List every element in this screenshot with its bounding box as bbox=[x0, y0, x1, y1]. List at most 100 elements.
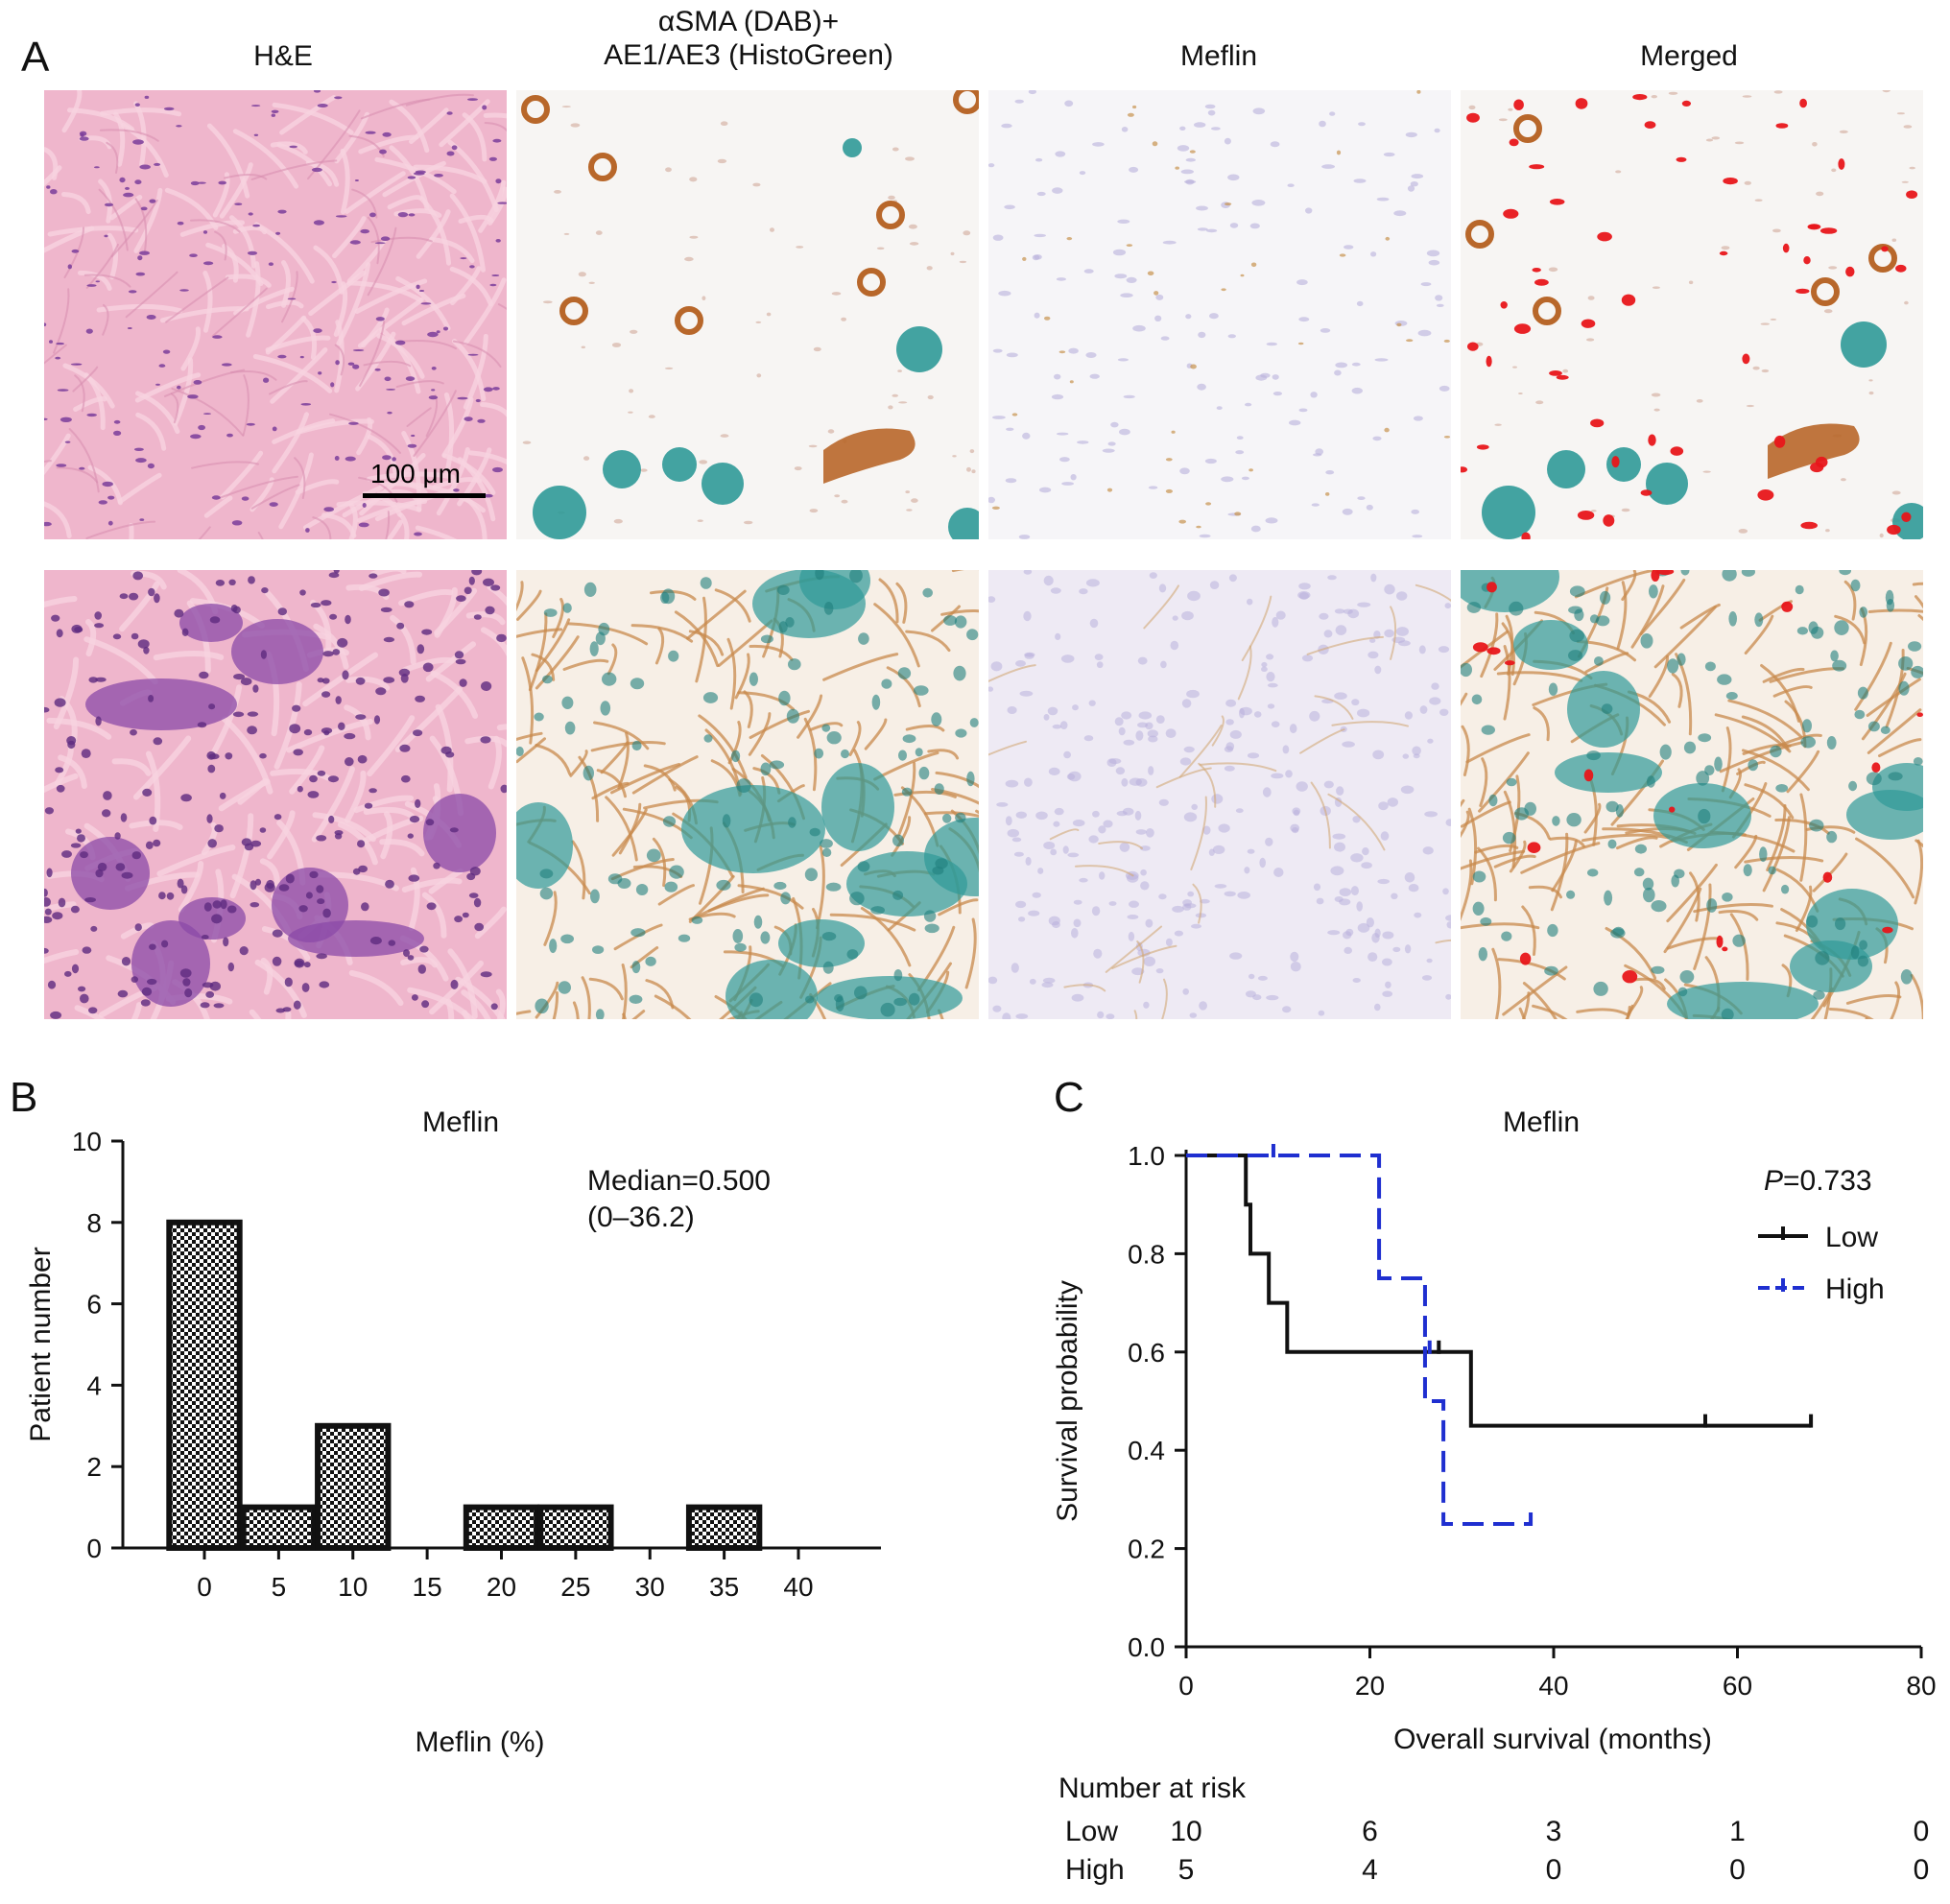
collagen-fiber bbox=[379, 326, 421, 394]
epithelial-nest bbox=[1790, 940, 1872, 992]
asma-fiber bbox=[737, 884, 804, 910]
meflin-overlay-spot bbox=[1822, 871, 1833, 883]
collagen-fiber bbox=[303, 485, 384, 531]
epithelial-cell bbox=[804, 868, 818, 882]
nucleus bbox=[250, 880, 257, 891]
collagen-fiber bbox=[279, 95, 337, 135]
nucleus bbox=[1114, 717, 1124, 726]
collagen-fiber bbox=[208, 684, 243, 760]
nucleus bbox=[277, 354, 287, 359]
nucleus bbox=[1298, 583, 1311, 590]
epithelial-cell bbox=[785, 617, 795, 628]
collagen-fiber bbox=[413, 164, 488, 184]
nucleus bbox=[55, 767, 64, 774]
nucleus bbox=[1414, 912, 1422, 918]
collagen-fiber bbox=[395, 275, 451, 331]
survival-chart: Meflin 0.0 0.2 0.4 0.6 0.8 1.0 0 20 40 60 80 Overall… bbox=[1017, 1056, 1950, 1899]
nucleus bbox=[460, 257, 467, 260]
nucleus bbox=[1408, 884, 1419, 892]
nucleus bbox=[305, 892, 313, 899]
nucleus bbox=[1282, 745, 1290, 754]
collagen-fiber bbox=[386, 519, 403, 539]
nucleus bbox=[203, 902, 212, 912]
nucleus bbox=[225, 752, 233, 760]
collagen-fiber bbox=[483, 112, 507, 119]
stromal-cell bbox=[1746, 404, 1754, 408]
nucleus bbox=[1211, 127, 1221, 131]
nucleus bbox=[56, 342, 64, 345]
meflin-overlay-spot bbox=[1476, 444, 1489, 450]
asma-fiber bbox=[1616, 581, 1628, 650]
histogram-chart: Meflin 0 2 4 6 8 10 0 5 10 15 20 25 30 35 40 Meflin (%) P… bbox=[0, 1056, 921, 1766]
x-tick-label: 0 bbox=[197, 1572, 212, 1602]
epithelial-cell bbox=[854, 986, 868, 1000]
nucleus bbox=[52, 912, 63, 920]
meflin-positive-fiber bbox=[1105, 925, 1163, 973]
tissue-background bbox=[1461, 90, 1923, 539]
nucleus bbox=[400, 774, 411, 783]
x-tick-label: 80 bbox=[1906, 1671, 1936, 1701]
nucleus bbox=[94, 623, 105, 629]
epithelial-cell bbox=[1857, 955, 1868, 967]
epithelial-cell bbox=[1587, 869, 1599, 877]
nucleus bbox=[250, 902, 260, 908]
nucleus bbox=[209, 616, 221, 624]
collagen-fiber bbox=[259, 858, 280, 892]
stromal-cell bbox=[684, 256, 694, 262]
nucleus bbox=[1191, 923, 1201, 929]
epithelial-cell bbox=[753, 915, 763, 929]
collagen-fiber bbox=[272, 102, 354, 135]
nucleus bbox=[1129, 900, 1139, 908]
nucleus bbox=[260, 650, 267, 659]
nucleus bbox=[1180, 169, 1194, 175]
nucleus bbox=[1077, 440, 1089, 444]
nucleus bbox=[248, 212, 253, 216]
nucleus bbox=[1267, 703, 1275, 709]
meflin-overlay-spot bbox=[1486, 647, 1501, 655]
meflin-overlay-spot bbox=[1781, 601, 1794, 612]
nucleus bbox=[355, 677, 366, 685]
nucleus bbox=[1343, 608, 1353, 614]
x-tick-label: 40 bbox=[1538, 1671, 1568, 1701]
nucleus bbox=[123, 192, 134, 198]
risk-table-value: 0 bbox=[1914, 1816, 1930, 1847]
meflin-positive-cell bbox=[1248, 468, 1253, 472]
meflin-positive-cell bbox=[1011, 413, 1018, 416]
meflin-positive-fiber bbox=[1199, 762, 1277, 773]
nucleus bbox=[241, 496, 250, 501]
nucleus bbox=[90, 925, 98, 932]
asma-fiber bbox=[588, 977, 624, 1001]
stromal-cell bbox=[1651, 95, 1657, 99]
meflin-positive-cell bbox=[1325, 492, 1330, 496]
nucleus bbox=[411, 434, 416, 438]
stromal-cell bbox=[583, 456, 590, 461]
nucleus bbox=[482, 105, 488, 110]
epithelial-cell bbox=[1796, 627, 1808, 635]
epithelial-cell bbox=[954, 615, 967, 629]
collagen-fiber bbox=[273, 681, 302, 770]
nucleus bbox=[140, 999, 151, 1007]
asma-fiber bbox=[1799, 793, 1808, 882]
nucleus bbox=[135, 272, 146, 276]
nucleus bbox=[146, 315, 156, 320]
stromal-cell bbox=[1773, 90, 1783, 94]
nucleus bbox=[1170, 640, 1179, 651]
nucleus bbox=[1054, 373, 1061, 380]
meflin-overlay-spot bbox=[1742, 353, 1750, 365]
asma-fiber bbox=[822, 653, 899, 681]
he-image-top: 100 μm bbox=[44, 90, 507, 539]
asma-fiber bbox=[1533, 706, 1550, 742]
meflin-positive-cell bbox=[1165, 458, 1173, 462]
x-tick-label: 30 bbox=[635, 1572, 665, 1602]
epithelial-cell bbox=[1698, 808, 1711, 824]
nucleus bbox=[1107, 441, 1116, 446]
nucleus bbox=[1121, 127, 1129, 132]
nucleus bbox=[1426, 250, 1440, 257]
asma-fiber bbox=[1914, 839, 1923, 905]
meflin-positive-cell bbox=[1069, 380, 1074, 384]
collagen-fiber bbox=[445, 998, 455, 1019]
nucleus bbox=[1265, 837, 1273, 846]
nucleus bbox=[79, 131, 87, 136]
collagen-fiber bbox=[68, 428, 100, 493]
nucleus bbox=[1376, 197, 1390, 202]
